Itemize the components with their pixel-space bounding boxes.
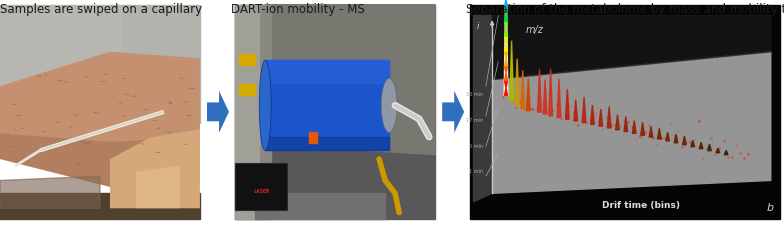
Polygon shape xyxy=(442,91,464,133)
Polygon shape xyxy=(724,151,728,155)
Polygon shape xyxy=(505,66,507,73)
Polygon shape xyxy=(239,54,255,65)
Polygon shape xyxy=(683,136,686,145)
Text: 17 min: 17 min xyxy=(466,118,483,123)
Polygon shape xyxy=(574,99,578,121)
Polygon shape xyxy=(674,134,678,143)
Polygon shape xyxy=(615,115,619,130)
Polygon shape xyxy=(265,5,435,155)
Polygon shape xyxy=(505,14,507,22)
Polygon shape xyxy=(649,126,653,137)
Text: 25 min: 25 min xyxy=(466,92,483,97)
Polygon shape xyxy=(549,69,553,116)
Polygon shape xyxy=(505,7,507,14)
Polygon shape xyxy=(235,5,435,219)
Polygon shape xyxy=(699,142,703,149)
Polygon shape xyxy=(505,22,507,29)
Text: Separation of the metabolome by mass and mobility time: Separation of the metabolome by mass and… xyxy=(466,3,784,17)
Polygon shape xyxy=(505,29,507,36)
Polygon shape xyxy=(265,137,389,151)
Polygon shape xyxy=(565,89,569,119)
Polygon shape xyxy=(666,132,670,141)
Polygon shape xyxy=(255,193,385,219)
Polygon shape xyxy=(505,36,507,44)
Polygon shape xyxy=(474,15,492,202)
Polygon shape xyxy=(521,70,524,109)
Text: Drif time (bins): Drif time (bins) xyxy=(602,202,680,210)
Polygon shape xyxy=(691,140,695,147)
Polygon shape xyxy=(505,81,507,88)
Polygon shape xyxy=(641,122,644,135)
Polygon shape xyxy=(492,15,771,80)
Text: LASER: LASER xyxy=(253,189,270,194)
Polygon shape xyxy=(0,5,120,123)
Polygon shape xyxy=(583,97,586,123)
FancyBboxPatch shape xyxy=(235,163,287,210)
Polygon shape xyxy=(207,91,229,133)
Polygon shape xyxy=(510,41,514,101)
Polygon shape xyxy=(708,144,711,151)
Polygon shape xyxy=(505,0,507,7)
Polygon shape xyxy=(136,165,180,208)
Text: i: i xyxy=(477,22,479,31)
Polygon shape xyxy=(0,133,200,187)
Polygon shape xyxy=(557,79,561,117)
Text: 1 min: 1 min xyxy=(469,169,483,174)
Polygon shape xyxy=(492,52,771,193)
Polygon shape xyxy=(624,116,628,132)
Polygon shape xyxy=(590,105,594,124)
Ellipse shape xyxy=(260,60,271,151)
Text: m/z: m/z xyxy=(526,25,544,35)
Polygon shape xyxy=(526,79,530,111)
Polygon shape xyxy=(0,176,100,208)
Ellipse shape xyxy=(381,78,397,132)
Polygon shape xyxy=(716,148,720,153)
Text: 5 min: 5 min xyxy=(469,144,483,149)
Polygon shape xyxy=(505,88,507,96)
Polygon shape xyxy=(110,129,200,208)
Polygon shape xyxy=(0,5,200,123)
Polygon shape xyxy=(658,128,661,139)
Polygon shape xyxy=(515,59,519,106)
Polygon shape xyxy=(543,80,547,114)
Polygon shape xyxy=(265,60,389,151)
Polygon shape xyxy=(505,73,507,81)
Polygon shape xyxy=(239,84,255,95)
Text: Samples are swiped on a capillary: Samples are swiped on a capillary xyxy=(0,3,202,17)
Polygon shape xyxy=(505,44,507,51)
Polygon shape xyxy=(538,69,541,112)
Text: DART-ion mobility - MS: DART-ion mobility - MS xyxy=(231,3,365,17)
Polygon shape xyxy=(470,5,780,219)
Polygon shape xyxy=(235,5,271,219)
Polygon shape xyxy=(505,51,507,58)
Polygon shape xyxy=(0,52,200,187)
Polygon shape xyxy=(505,58,507,66)
Text: b: b xyxy=(766,202,773,212)
Polygon shape xyxy=(599,109,603,126)
Polygon shape xyxy=(608,106,611,128)
Polygon shape xyxy=(504,0,508,96)
Polygon shape xyxy=(309,132,318,143)
Polygon shape xyxy=(0,193,200,219)
Polygon shape xyxy=(235,5,260,219)
Polygon shape xyxy=(633,120,636,133)
Polygon shape xyxy=(265,60,389,83)
